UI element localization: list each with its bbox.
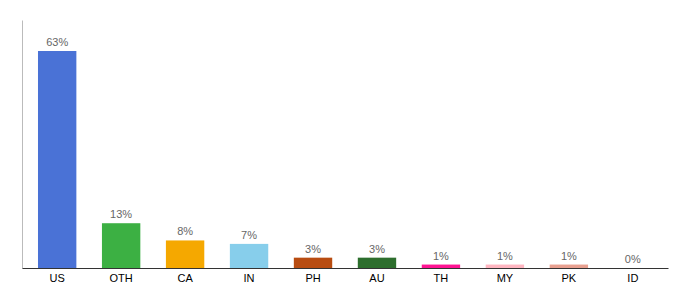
x-tick-label: IN	[244, 272, 255, 284]
x-tick-label: CA	[177, 272, 193, 284]
x-tick-label: PH	[305, 272, 320, 284]
x-axis-line	[23, 268, 669, 269]
y-axis-line	[22, 21, 23, 269]
bar	[294, 258, 332, 268]
data-label: 8%	[177, 225, 193, 237]
bar	[550, 265, 588, 268]
x-tick: MY	[497, 272, 514, 284]
data-label: 0%	[625, 253, 641, 265]
bar	[614, 268, 652, 269]
x-tick: US	[50, 272, 65, 284]
x-tick: OTH	[110, 272, 133, 284]
data-label: 1%	[497, 250, 513, 262]
data-label: 3%	[305, 243, 321, 255]
data-label: 1%	[433, 250, 449, 262]
x-tick-label: US	[50, 272, 65, 284]
bar	[230, 244, 268, 268]
data-label: 13%	[110, 208, 132, 220]
data-labels: 63% 13% 8% 7% 3% 3% 1% 1% 1% 0%	[46, 36, 641, 265]
bar	[166, 240, 204, 268]
x-tick-label: ID	[627, 272, 638, 284]
data-label: 7%	[241, 229, 257, 241]
x-tick-label: TH	[434, 272, 449, 284]
data-label: 3%	[369, 243, 385, 255]
x-axis: US OTH CA IN PH AU TH MY PK ID	[23, 269, 669, 284]
x-tick: PH	[305, 272, 320, 284]
y-axis	[22, 21, 23, 269]
x-tick: IN	[244, 272, 255, 284]
x-tick: CA	[177, 272, 193, 284]
x-tick: AU	[369, 272, 384, 284]
chart: US OTH CA IN PH AU TH MY PK ID 63% 13% 8% 7% 3% 3% 1% 1% 1…	[0, 0, 680, 300]
bar	[358, 258, 396, 268]
x-tick: TH	[434, 272, 449, 284]
x-tick: ID	[627, 272, 638, 284]
bars	[38, 51, 588, 268]
x-tick-label: OTH	[110, 272, 133, 284]
data-label: 1%	[561, 250, 577, 262]
plot: US OTH CA IN PH AU TH MY PK ID 63% 13% 8% 7% 3% 3% 1% 1% 1…	[23, 21, 669, 284]
bar	[102, 223, 140, 268]
bar	[38, 51, 76, 268]
x-tick-label: AU	[369, 272, 384, 284]
bar	[422, 265, 460, 268]
data-label: 63%	[46, 36, 68, 48]
x-tick: PK	[562, 272, 577, 284]
x-tick-label: MY	[497, 272, 514, 284]
x-tick-label: PK	[562, 272, 577, 284]
bar	[486, 265, 524, 268]
